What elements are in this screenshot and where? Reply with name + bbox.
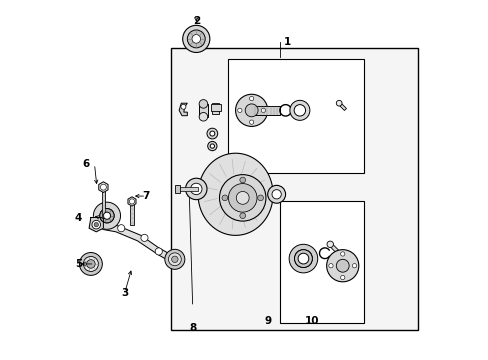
Circle shape [207,141,217,151]
Circle shape [219,175,265,221]
Circle shape [93,202,121,229]
Circle shape [237,108,242,112]
Bar [251,106,280,115]
Bar [280,202,364,323]
Circle shape [187,30,205,48]
Circle shape [267,185,285,203]
Circle shape [183,25,209,53]
Polygon shape [99,182,108,193]
Circle shape [235,94,267,126]
Text: 10: 10 [305,316,319,326]
Circle shape [328,264,332,268]
Circle shape [118,225,124,232]
Circle shape [240,177,245,183]
Circle shape [164,249,184,269]
Circle shape [261,108,265,112]
Circle shape [249,120,253,124]
Circle shape [199,100,207,108]
Bar [175,185,180,193]
Bar [199,104,207,117]
Circle shape [294,105,305,116]
Circle shape [94,222,98,227]
Bar [228,59,364,173]
Polygon shape [179,103,187,116]
Circle shape [326,249,358,282]
Circle shape [171,256,178,262]
Text: 7: 7 [142,191,150,201]
Polygon shape [89,217,103,232]
Circle shape [326,241,333,248]
Text: 9: 9 [264,316,271,326]
Text: 8: 8 [189,323,196,333]
Circle shape [100,208,114,223]
Circle shape [352,264,356,268]
Bar [130,202,134,225]
Circle shape [340,252,344,256]
Circle shape [92,220,101,229]
Text: 5: 5 [75,259,82,269]
Polygon shape [198,153,272,235]
Text: 6: 6 [82,159,89,169]
Circle shape [190,183,202,195]
Bar [210,104,221,111]
Circle shape [288,244,317,273]
Circle shape [236,192,248,204]
Circle shape [271,190,281,199]
Circle shape [298,253,308,264]
Circle shape [199,112,207,121]
Circle shape [249,96,253,101]
Circle shape [289,100,309,120]
Circle shape [257,195,263,201]
Circle shape [168,253,181,266]
Circle shape [185,178,206,200]
Circle shape [210,144,214,148]
Circle shape [209,131,214,136]
Circle shape [80,252,102,275]
Bar [329,262,342,269]
Polygon shape [338,102,346,111]
Bar [212,103,219,114]
Circle shape [244,104,258,117]
Circle shape [141,234,148,242]
Text: 1: 1 [283,37,290,48]
Circle shape [103,212,110,219]
Circle shape [206,128,217,139]
Polygon shape [328,243,338,253]
Circle shape [336,100,341,106]
Circle shape [192,35,200,43]
Circle shape [155,248,162,255]
Text: 3: 3 [121,288,128,297]
Text: 4: 4 [75,212,82,222]
Bar [102,187,104,217]
Circle shape [181,104,185,109]
Circle shape [294,249,312,267]
Bar [171,48,417,330]
Circle shape [222,195,227,201]
Circle shape [100,184,106,190]
Bar [178,187,198,191]
Text: 2: 2 [192,16,200,26]
Polygon shape [96,221,175,262]
Circle shape [100,208,114,223]
Circle shape [340,275,344,280]
Circle shape [83,256,98,271]
Circle shape [129,199,134,204]
Polygon shape [128,197,136,206]
Circle shape [228,184,257,212]
Circle shape [86,260,95,268]
Circle shape [336,259,348,272]
Circle shape [294,249,312,267]
Circle shape [240,213,245,219]
